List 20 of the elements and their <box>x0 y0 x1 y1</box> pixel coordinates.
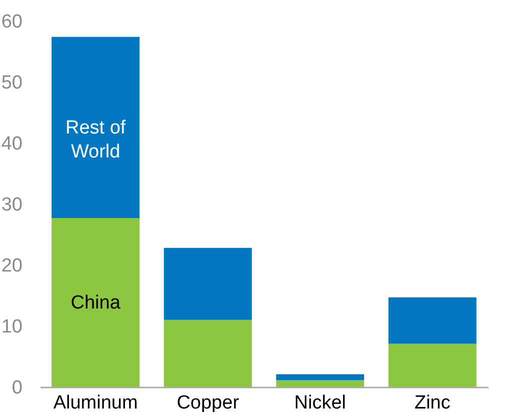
y-tick-label: 40 <box>1 134 22 154</box>
bar <box>164 320 252 387</box>
y-tick-label: 0 <box>12 378 22 398</box>
bar <box>52 218 140 387</box>
bar <box>52 36 140 218</box>
bar <box>388 297 476 344</box>
y-tick-label: 10 <box>1 316 22 338</box>
series-label: China <box>70 292 121 314</box>
x-tick-label: Zinc <box>414 392 450 414</box>
y-tick-label: 50 <box>1 72 22 94</box>
bar <box>276 380 364 387</box>
bar <box>388 344 476 387</box>
y-tick-label: 30 <box>1 194 22 216</box>
bar <box>164 248 252 320</box>
x-tick-label: Nickel <box>294 392 346 414</box>
series-label: Rest of World <box>65 117 126 162</box>
y-tick-label: 20 <box>1 256 22 276</box>
x-tick-label: Aluminum <box>53 392 138 414</box>
bar <box>276 374 364 380</box>
y-tick-label: 60 <box>1 12 22 32</box>
